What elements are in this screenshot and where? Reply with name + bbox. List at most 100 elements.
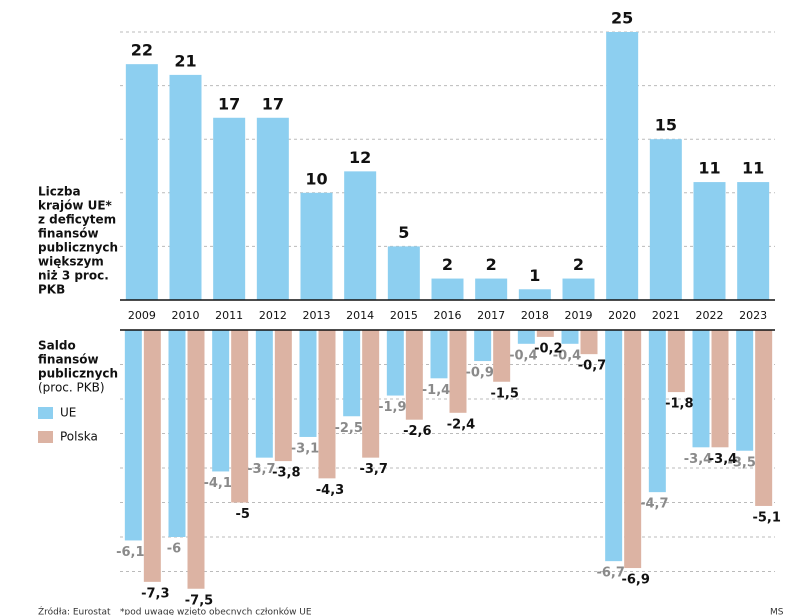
bar [624, 330, 642, 569]
value-label: -3,1 [291, 441, 319, 456]
source: Źródła: Eurostat [38, 606, 111, 615]
value-label: -2,4 [447, 417, 475, 432]
value-label: 5 [398, 223, 409, 242]
bar [274, 330, 292, 462]
value-label: -0,4 [509, 348, 537, 363]
value-label: -3,4 [684, 452, 712, 467]
bar [125, 64, 158, 300]
value-label: -3,7 [247, 462, 275, 477]
x-tick-label: 2020 [608, 309, 636, 322]
value-label: -3,4 [709, 452, 737, 467]
x-tick-label: 2017 [477, 309, 505, 322]
x-tick-label: 2015 [390, 309, 418, 322]
value-label: -6,9 [621, 573, 649, 588]
y-axis-label: Liczba [38, 185, 81, 199]
x-tick-label: 2021 [652, 309, 680, 322]
value-label: -1,5 [490, 386, 518, 401]
bar [300, 192, 333, 300]
bar [256, 117, 289, 300]
bar [430, 330, 448, 379]
bar [693, 182, 726, 300]
bar [169, 74, 202, 300]
bar [318, 330, 336, 479]
legend-label: Polska [60, 430, 98, 444]
bar [580, 330, 598, 355]
value-label: -0,9 [465, 366, 493, 381]
value-label: -3,5 [727, 455, 755, 470]
value-label: 22 [131, 41, 153, 60]
value-label: -1,8 [665, 397, 693, 412]
value-label: 2 [486, 255, 497, 274]
value-label: 2 [573, 255, 584, 274]
y-axis-label: (proc. PKB) [38, 381, 105, 395]
bar [143, 330, 161, 582]
value-label: 15 [655, 116, 677, 135]
value-label: -5 [235, 507, 249, 522]
y-axis-label: większym [38, 255, 104, 269]
bar [212, 330, 230, 472]
bar [711, 330, 729, 448]
bar [449, 330, 467, 413]
value-label: -0,4 [553, 348, 581, 363]
value-label: -6,7 [596, 566, 624, 581]
x-tick-label: 2022 [696, 309, 724, 322]
value-label: -5,1 [752, 510, 780, 525]
bar [536, 330, 554, 337]
bar [299, 330, 317, 437]
value-label: 17 [218, 94, 240, 113]
bar [386, 330, 404, 396]
value-label: -3,7 [359, 462, 387, 477]
value-label: 17 [262, 94, 284, 113]
legend-label: UE [60, 406, 76, 420]
value-label: -4,1 [203, 476, 231, 491]
y-axis-label: publicznych [38, 241, 118, 255]
bar [517, 330, 535, 344]
bar [755, 330, 773, 506]
y-axis-label: niż 3 proc. [38, 269, 109, 283]
bar [667, 330, 685, 393]
value-label: 1 [529, 266, 540, 285]
bar [213, 117, 246, 300]
bar [475, 278, 508, 300]
bar [431, 278, 464, 300]
x-tick-label: 2014 [346, 309, 374, 322]
x-tick-label: 2012 [259, 309, 287, 322]
bar [648, 330, 666, 493]
value-label: 11 [698, 159, 720, 178]
bar [255, 330, 273, 458]
value-label: -0,2 [534, 341, 562, 356]
bar [124, 330, 142, 541]
credit: MS [770, 608, 784, 615]
value-label: 25 [611, 9, 633, 28]
bar [518, 289, 551, 300]
x-tick-label: 2009 [128, 309, 156, 322]
bar [405, 330, 423, 420]
x-tick-label: 2018 [521, 309, 549, 322]
value-label: -4,3 [316, 483, 344, 498]
value-label: -1,4 [422, 383, 450, 398]
bar [493, 330, 511, 382]
bar [187, 330, 205, 589]
x-tick-label: 2019 [565, 309, 593, 322]
note: *pod uwagę wzięto obecnych członków UE [120, 607, 312, 615]
bar [736, 330, 754, 451]
y-axis-label: Saldo [38, 339, 76, 353]
value-label: 12 [349, 148, 371, 167]
bar [343, 330, 361, 417]
y-axis-label: publicznych [38, 367, 118, 381]
y-axis-label: z deficytem [38, 213, 116, 227]
value-label: -7,3 [141, 586, 169, 601]
x-tick-label: 2010 [172, 309, 200, 322]
bar [562, 278, 595, 300]
bar [692, 330, 710, 448]
value-label: -0,7 [578, 359, 606, 374]
y-axis-label: krajów UE* [38, 199, 113, 213]
y-axis-label: finansów [38, 227, 99, 241]
bar [231, 330, 249, 503]
legend-swatch [38, 431, 53, 443]
value-label: 21 [174, 51, 196, 70]
value-label: 10 [305, 169, 327, 188]
value-label: -6 [167, 542, 181, 557]
bar [344, 171, 377, 300]
value-label: -7,5 [185, 593, 213, 608]
